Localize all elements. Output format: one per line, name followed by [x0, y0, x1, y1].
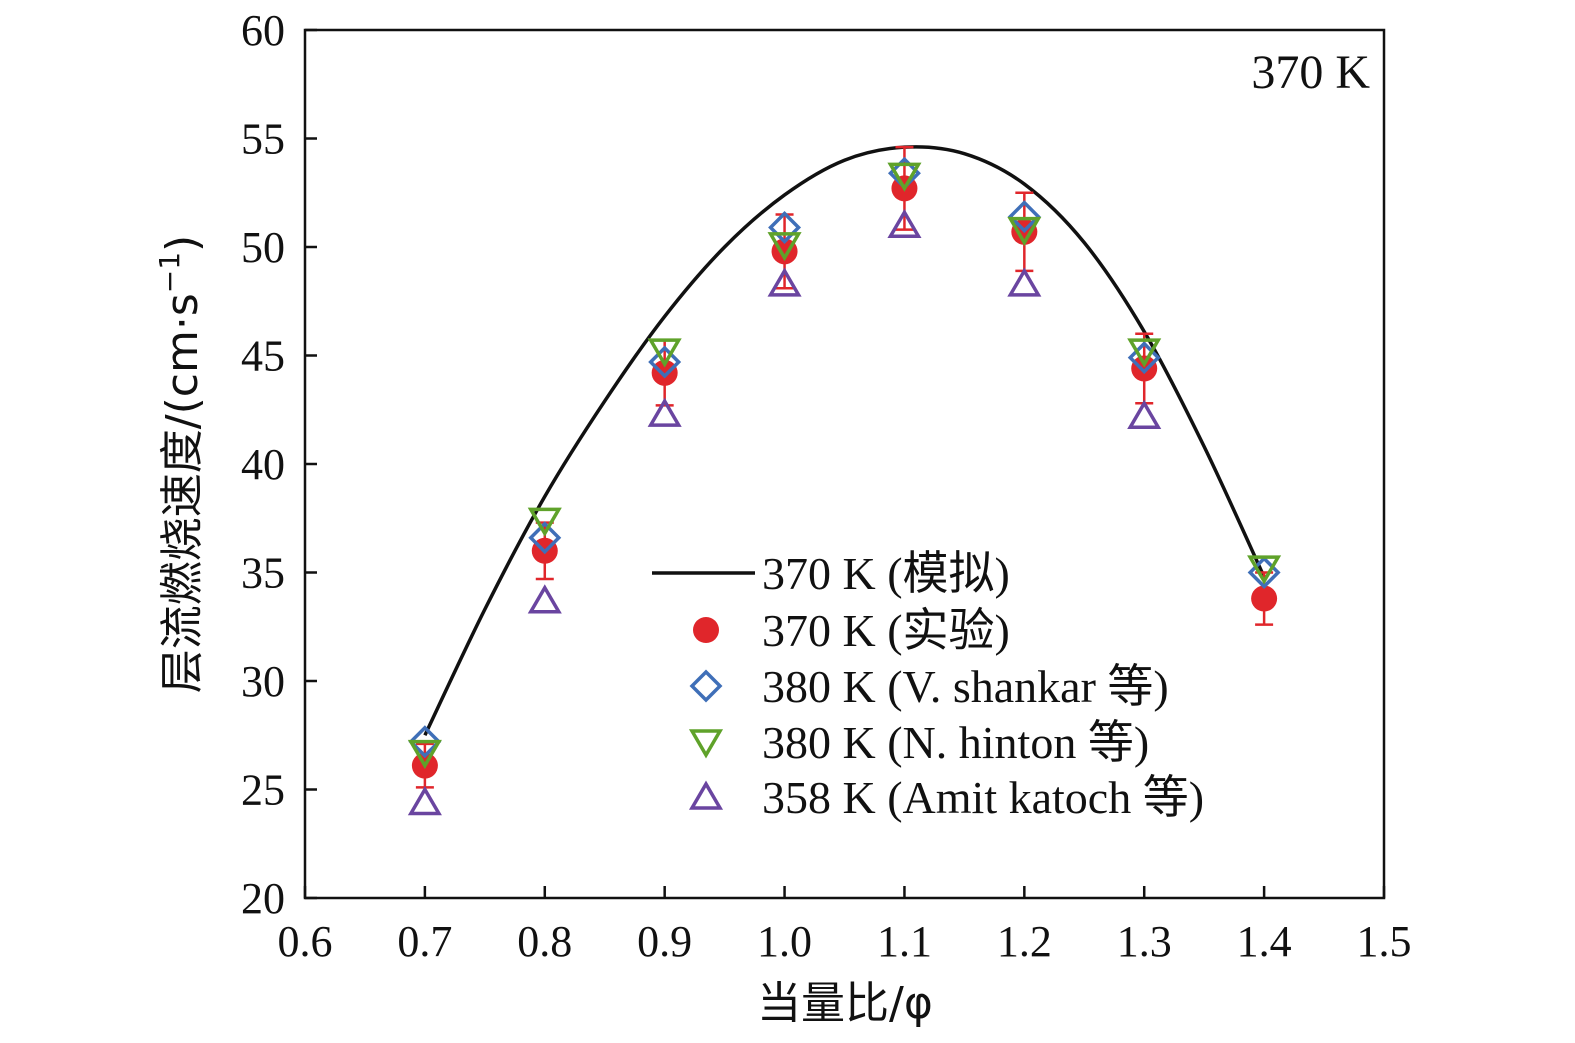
x-tick-label: 1.3 [1117, 917, 1172, 966]
data-point-hinton [527, 507, 562, 537]
y-axis-title-superscript: −1 [153, 252, 186, 293]
x-axis: 0.6 0.7 0.8 0.9 1.0 1.1 1.2 1.3 1.4 1.5 [278, 886, 1412, 966]
legend: 370 K (模拟) 370 K (实验)380 K (V. shankar 等)… [652, 548, 1204, 823]
legend-label: 380 K (V. shankar 等) [762, 661, 1169, 712]
data-point-hinton [887, 162, 922, 192]
x-tick-label: 1.4 [1237, 917, 1292, 966]
data-point-katoch [407, 786, 442, 816]
legend-label: 370 K (模拟) [762, 548, 1010, 599]
data-point-shankar [1007, 200, 1041, 234]
data-point-hinton [1127, 338, 1162, 368]
legend-label: 380 K (N. hinton 等) [762, 717, 1149, 768]
x-tick-label: 1.5 [1357, 917, 1412, 966]
data-point-katoch [527, 584, 562, 614]
data-point-katoch [767, 267, 802, 297]
y-axis-title: 层流燃烧速度/(cm·s−1) [153, 235, 208, 693]
legend-swatch [693, 617, 719, 643]
data-point-katoch [1127, 399, 1162, 430]
y-tick-label: 25 [241, 766, 285, 815]
data-point-shankar [528, 521, 562, 555]
legend-swatch [689, 669, 723, 703]
x-tick-label: 0.7 [397, 917, 452, 966]
data-point-hinton [407, 739, 442, 770]
y-axis: 20 25 30 35 40 45 50 55 60 [241, 6, 317, 923]
data-point-experiment [1251, 585, 1278, 612]
x-tick-label: 1.2 [997, 917, 1052, 966]
x-axis-title: 当量比/φ [757, 978, 933, 1029]
legend-swatch [688, 780, 724, 810]
annotation-temperature: 370 K [1251, 46, 1370, 99]
data-point-experiment [651, 359, 678, 386]
x-tick-label: 0.8 [517, 917, 572, 966]
y-tick-label: 20 [241, 874, 285, 923]
y-tick-label: 50 [241, 223, 285, 272]
x-tick-label: 0.6 [278, 917, 333, 966]
series-line-simulation [423, 145, 1266, 737]
data-point-hinton [767, 232, 802, 262]
y-tick-label: 60 [241, 6, 285, 55]
data-point-hinton [1247, 555, 1282, 585]
data-point-katoch [887, 208, 922, 239]
plot-layer [407, 145, 1282, 816]
legend-label: 370 K (实验) [762, 605, 1010, 656]
y-tick-label: 30 [241, 657, 285, 706]
legend-label: 358 K (Amit katoch 等) [762, 772, 1204, 823]
data-point-shankar [408, 725, 442, 759]
y-tick-label: 35 [241, 549, 285, 598]
y-tick-label: 40 [241, 440, 285, 489]
x-tick-label: 0.9 [637, 917, 692, 966]
data-point-katoch [647, 397, 682, 427]
data-point-shankar [768, 210, 802, 244]
x-tick-label: 1.0 [757, 917, 812, 966]
data-point-experiment [1131, 355, 1158, 382]
data-point-hinton [647, 338, 682, 368]
y-tick-label: 55 [241, 115, 285, 164]
legend-swatch [688, 729, 724, 759]
y-axis-title-main: 层流燃烧速度/(cm·s [157, 293, 208, 693]
data-point-shankar [648, 345, 682, 379]
data-point-katoch [1007, 267, 1042, 297]
x-tick-label: 1.1 [877, 917, 932, 966]
y-tick-label: 45 [241, 332, 285, 381]
data-point-hinton [1007, 216, 1042, 247]
y-axis-title-close: ) [157, 235, 208, 252]
data-point-shankar [1127, 341, 1161, 375]
